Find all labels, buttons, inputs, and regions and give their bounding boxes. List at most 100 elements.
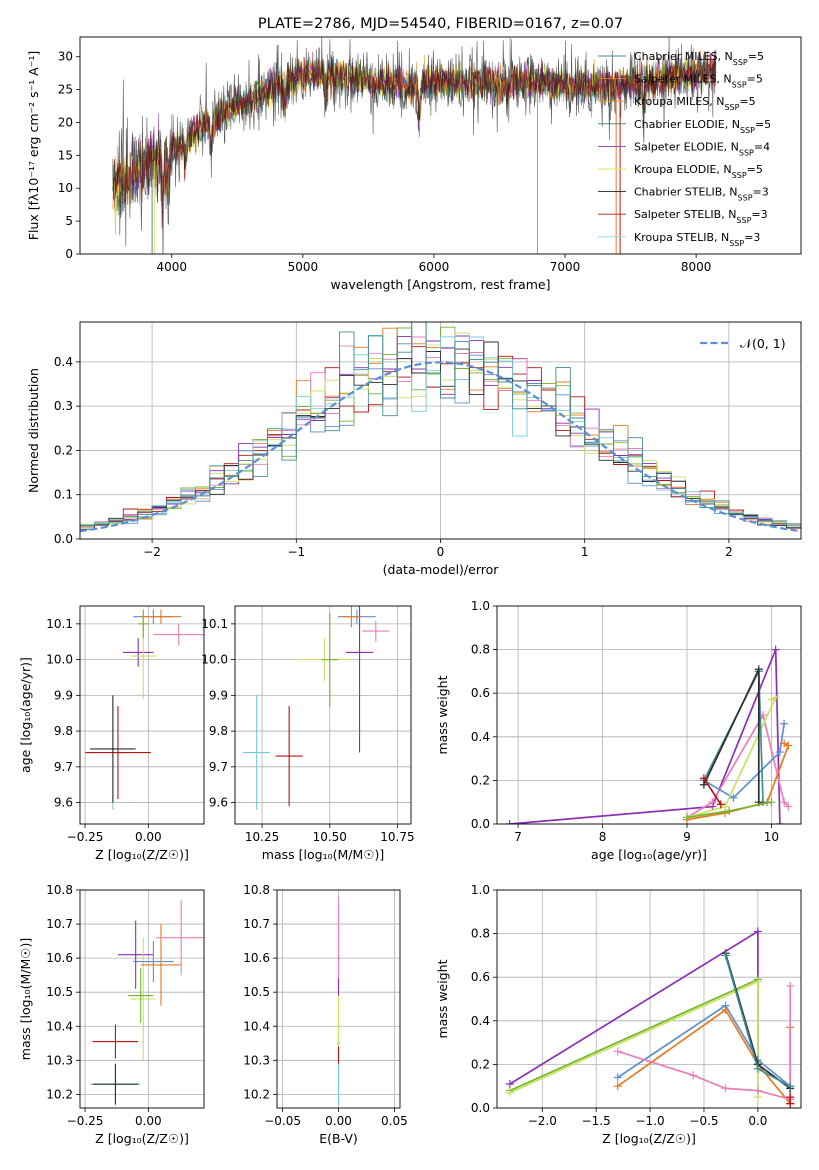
y-tick-label: 0.8 (471, 927, 490, 941)
weight-line-blue (617, 1004, 791, 1087)
y-tick-label: 10 (58, 181, 73, 195)
data-point (328, 658, 331, 661)
weight-marker (780, 739, 789, 748)
mass_vs_Z-marks (90, 900, 204, 1105)
weight-marker (613, 1073, 622, 1082)
data-point (111, 748, 114, 750)
y-tick-label: 0.6 (471, 970, 490, 984)
y-tick-label: 25 (58, 83, 73, 97)
y-tick-label: 10.0 (46, 653, 73, 667)
data-point (117, 751, 119, 754)
histogram-teal (80, 322, 801, 526)
x-tick-label: 0.00 (325, 1114, 352, 1128)
legend-label-ks: Kroupa STELIB, NSSP=3 (634, 231, 760, 248)
y-axis-label: Normed distribution (26, 368, 41, 493)
x-tick-label: 8000 (681, 260, 712, 274)
y-tick-label: 10.8 (243, 883, 270, 897)
x-tick-label: 10.25 (245, 830, 279, 844)
age_vs_mass-grid (235, 606, 411, 824)
y-tick-label: 10.2 (46, 1087, 73, 1101)
weight-marker (505, 820, 514, 824)
weight-marker (505, 1088, 514, 1097)
plot-frame (496, 889, 802, 1109)
x-tick-label: 6000 (419, 260, 450, 274)
data-point (114, 1040, 117, 1043)
y-tick-label: 0.4 (54, 355, 73, 369)
legend-label-ce: Chabrier ELODIE, NSSP=5 (634, 118, 771, 135)
normal-curve (80, 361, 801, 533)
x-tick-label: 0.00 (135, 1114, 162, 1128)
weight-marker (721, 1005, 730, 1014)
plot-frame (79, 889, 205, 1109)
legend-label-sm: Salpeter MILES, NSSP=5 (634, 73, 763, 90)
x-tick-label: 4000 (156, 260, 187, 274)
data-point (137, 651, 140, 654)
x-tick-label: −0.05 (264, 1114, 301, 1128)
y-tick-label: 0.3 (54, 399, 73, 413)
x-tick-label: 5000 (288, 260, 319, 274)
weight-marker (689, 1071, 698, 1080)
y-tick-label: 10.2 (243, 1087, 270, 1101)
weight-marker (786, 1093, 795, 1102)
legend-label-se: Salpeter ELODIE, NSSP=4 (634, 140, 770, 157)
y-tick-label: 0.0 (471, 817, 490, 831)
weight-marker (754, 665, 763, 674)
weight-marker (721, 802, 729, 811)
x-tick-label: 0.05 (381, 1114, 408, 1128)
weight-marker (753, 1064, 762, 1073)
y-tick-label: 10.1 (201, 617, 228, 631)
data-point (160, 964, 162, 966)
residuals-panel: −2 −1 0 1 2 0.0 0.1 0.2 0.3 0.4 (data-model)/error… (26, 321, 802, 577)
x-axis-label: wavelength [Angstrom, rest frame] (330, 277, 550, 292)
weight-marker (784, 802, 793, 811)
x-tick-label: −2.0 (528, 1114, 557, 1128)
weight-marker (780, 719, 789, 728)
data-point (337, 936, 340, 939)
y-tick-label: 9.7 (209, 760, 228, 774)
y-tick-label: 30 (58, 50, 73, 64)
x-tick-label: 10.75 (380, 830, 414, 844)
x-tick-label: 2 (725, 545, 733, 559)
residuals-marks (80, 322, 801, 533)
y-axis-label: mass weight (435, 675, 450, 754)
weight-marker (613, 1082, 622, 1091)
y-tick-label: 10.0 (201, 653, 228, 667)
x-tick-label: 1 (581, 545, 589, 559)
data-point (288, 755, 291, 757)
y-tick-label: 10.4 (46, 1019, 73, 1033)
data-point (255, 751, 258, 754)
weight_vs_Z-grid (497, 889, 801, 1109)
mass_vs_EBV-marks (337, 896, 340, 1105)
weight-marker (683, 813, 691, 822)
weight-marker (780, 798, 789, 807)
y-tick-label: 10.6 (46, 951, 73, 965)
y-tick-label: 9.9 (209, 688, 228, 702)
y-tick-label: 0.2 (471, 773, 490, 787)
y-tick-label: 0.2 (471, 1057, 490, 1071)
x-axis-label: (data-model)/error (383, 562, 500, 577)
x-tick-label: 10.50 (313, 830, 347, 844)
data-point (160, 615, 162, 618)
x-axis-label: age [log₁₀(age/yr)] (591, 847, 707, 862)
y-tick-label: 10.7 (243, 917, 270, 931)
age_vs_mass-panel: 10.25 10.50 10.75 9.6 9.7 9.8 9.9 10.0 10.1 mass … (201, 605, 415, 862)
x-tick-label: 8 (599, 830, 607, 844)
y-tick-label: 0.8 (471, 643, 490, 657)
weight-marker (725, 806, 734, 815)
plot-frame (276, 889, 401, 1109)
age_vs_Z-grid (80, 606, 204, 824)
chart-title: PLATE=2786, MJD=54540, FIBERID=0167, z=0… (258, 16, 623, 32)
weight-marker (613, 1047, 622, 1056)
weight-marker (767, 798, 776, 807)
weight_vs_age-grid (497, 605, 801, 825)
data-point (142, 622, 145, 625)
plot-frame (79, 36, 802, 255)
x-axis-label: Z [log₁₀(Z/Z☉)] (602, 1131, 696, 1146)
weight-marker (771, 645, 780, 654)
y-axis-label: mass [log₁₀(M/M☉)] (18, 938, 33, 1060)
spectrum-line-cs (112, 37, 717, 254)
weight-marker (753, 1086, 762, 1095)
spectrum-marks (112, 37, 717, 254)
weight-line-lime (686, 695, 778, 819)
y-tick-label: 10.3 (243, 1053, 270, 1067)
